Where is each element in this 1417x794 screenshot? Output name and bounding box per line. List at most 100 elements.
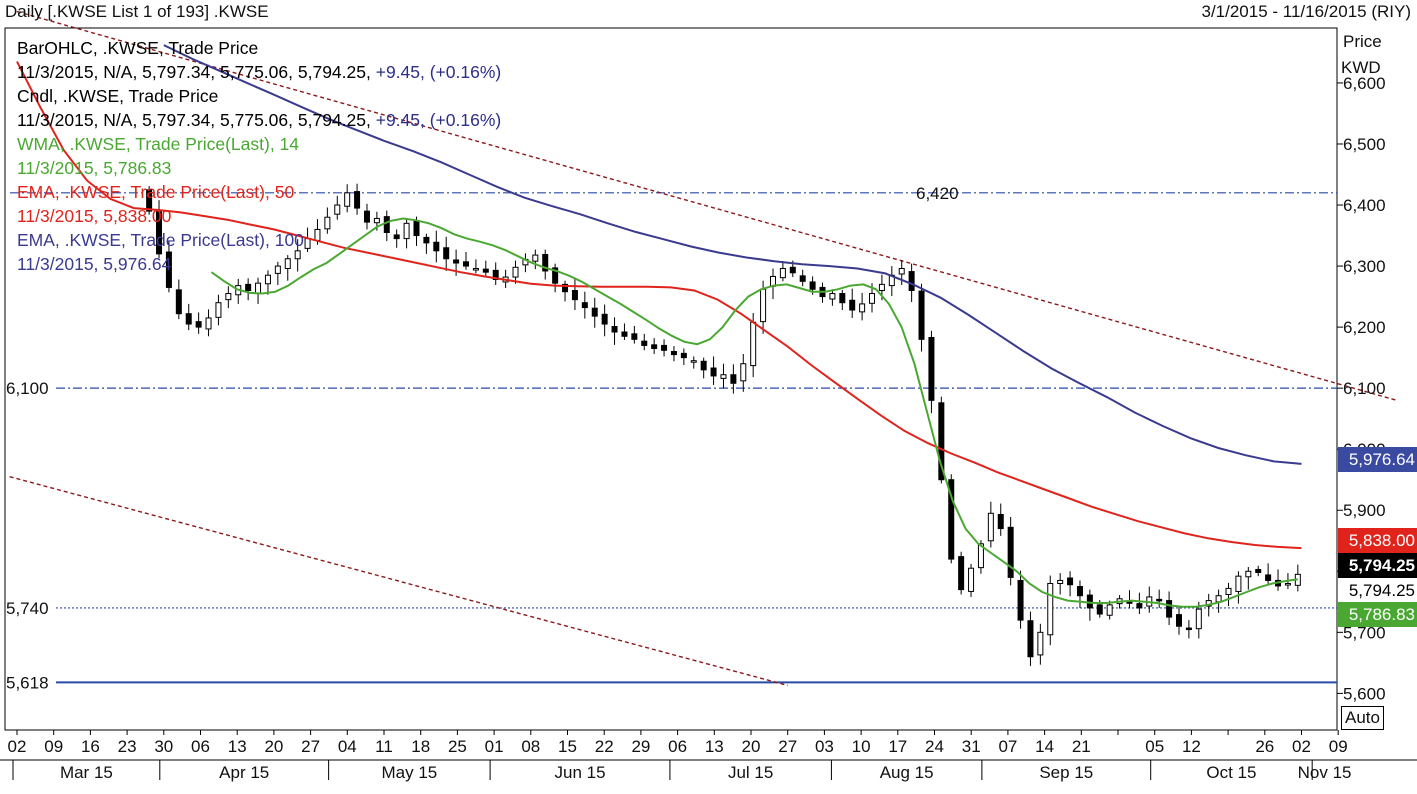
x-tick-label: 21 [1072, 737, 1091, 756]
month-label: Jul 15 [728, 763, 773, 782]
candle-body [987, 512, 994, 542]
candle-body [730, 374, 737, 384]
x-tick-label: 18 [411, 737, 430, 756]
candle-body [552, 267, 559, 284]
last-value-badge: 5,786.83 [1338, 602, 1417, 627]
legend-change-text: +9.45, (+0.16%) [375, 110, 502, 130]
candlestick-series [146, 183, 1301, 666]
candle-body [1096, 604, 1103, 615]
candle-body [274, 265, 281, 274]
candle-body [363, 210, 370, 223]
candle-body [532, 254, 539, 262]
x-axis: 02 09 16 23 30 06 13 20 27 04 11 18 25 01 08 15 22 29 06 13… [8, 730, 1352, 782]
x-tick-label: 31 [962, 737, 981, 756]
x-tick-label: 15 [558, 737, 577, 756]
candle-body [938, 402, 945, 481]
plot-border [4, 27, 1338, 731]
candle-body [482, 268, 489, 273]
x-tick-label: 25 [448, 737, 467, 756]
y-tick-label: 6,100 [1343, 379, 1386, 398]
candle-body [839, 293, 846, 304]
candle-body [492, 269, 499, 280]
candle-body [403, 222, 410, 240]
candle-body [977, 543, 984, 569]
candle-body [591, 307, 598, 317]
candle-body [1106, 604, 1113, 616]
candle-body [908, 271, 915, 291]
x-tick-label: 05 [1145, 737, 1164, 756]
candle-body [463, 261, 470, 267]
candle-body [641, 340, 648, 346]
candle-body [1255, 568, 1262, 574]
x-tick-label: 16 [81, 737, 100, 756]
candle-body [453, 259, 460, 264]
candle-body [1265, 574, 1272, 581]
x-tick-label: 20 [264, 737, 283, 756]
legend-value: 11/3/2015, N/A, 5,797.34, 5,775.06, 5,79… [17, 110, 501, 131]
candle-body [829, 293, 836, 300]
candle-body [383, 216, 390, 233]
candle-body [690, 360, 697, 363]
x-tick-label: 14 [1035, 737, 1054, 756]
x-tick-label: 13 [705, 737, 724, 756]
candle-body [661, 344, 668, 351]
candle-body [760, 288, 767, 323]
y-tick-label: 6,600 [1343, 74, 1386, 93]
last-value-badge: 5,976.64 [1338, 447, 1417, 472]
x-tick-label: 04 [338, 737, 357, 756]
y-tick-label: 5,600 [1343, 684, 1386, 703]
candle-body [255, 282, 262, 295]
y-tick-label: 6,500 [1343, 135, 1386, 154]
last-value-badge: 5,794.25 [1338, 578, 1417, 603]
month-label: Sep 15 [1039, 763, 1093, 782]
x-tick-label: 17 [888, 737, 907, 756]
trendline [16, 10, 1398, 402]
x-tick-label: 23 [118, 737, 137, 756]
candle-body [859, 303, 866, 313]
ema100-line [163, 44, 1302, 465]
candle-body [373, 217, 380, 224]
x-tick-label: 24 [925, 737, 944, 756]
candle-body [245, 283, 252, 291]
candle-body [581, 302, 588, 309]
candle-body [710, 367, 717, 377]
trendlines [9, 10, 1398, 687]
candle-body [1156, 598, 1163, 602]
candle-body [680, 352, 687, 359]
horizontal-levels: 6,420 6,100 5,740 5,618 [6, 184, 1337, 692]
y-tick-label: 6,300 [1343, 257, 1386, 276]
level-label: 5,618 [6, 673, 49, 692]
candle-body [948, 479, 955, 560]
auto-scale-button[interactable]: Auto [1341, 706, 1384, 730]
legend-label: WMA, .KWSE, Trade Price(Last), 14 [17, 134, 300, 154]
x-tick-label: 30 [154, 737, 173, 756]
legend-label: Cndl, .KWSE, Trade Price [17, 86, 219, 106]
candle-body [918, 290, 925, 340]
candle-body [809, 281, 816, 290]
candle-body [1195, 608, 1202, 630]
candle-body [264, 274, 271, 285]
trendline [9, 475, 788, 687]
x-tick-label: 20 [742, 737, 761, 756]
candle-body [1175, 614, 1182, 627]
candle-body [1027, 620, 1034, 658]
candle-body [304, 238, 311, 249]
candle-body [443, 247, 450, 260]
legend-values-text: 11/3/2015, 5,838.00 [17, 206, 172, 226]
candle-body [621, 331, 628, 337]
legend-value: 11/3/2015, N/A, 5,797.34, 5,775.06, 5,79… [17, 62, 501, 83]
candle-body [740, 363, 747, 382]
candle-body [225, 293, 232, 301]
legend-label: BarOHLC, .KWSE, Trade Price [17, 38, 259, 58]
legend-label: EMA, .KWSE, Trade Price(Last), 100 [17, 230, 304, 250]
y-tick-label: 6,200 [1343, 318, 1386, 337]
candle-body [1057, 579, 1064, 584]
candle-body [542, 253, 549, 272]
y-tick-label: 5,700 [1343, 623, 1386, 642]
candle-body [156, 211, 163, 255]
x-tick-label: 22 [595, 737, 614, 756]
candle-body [334, 204, 341, 215]
month-label: Mar 15 [60, 763, 113, 782]
candle-body [1245, 570, 1252, 578]
